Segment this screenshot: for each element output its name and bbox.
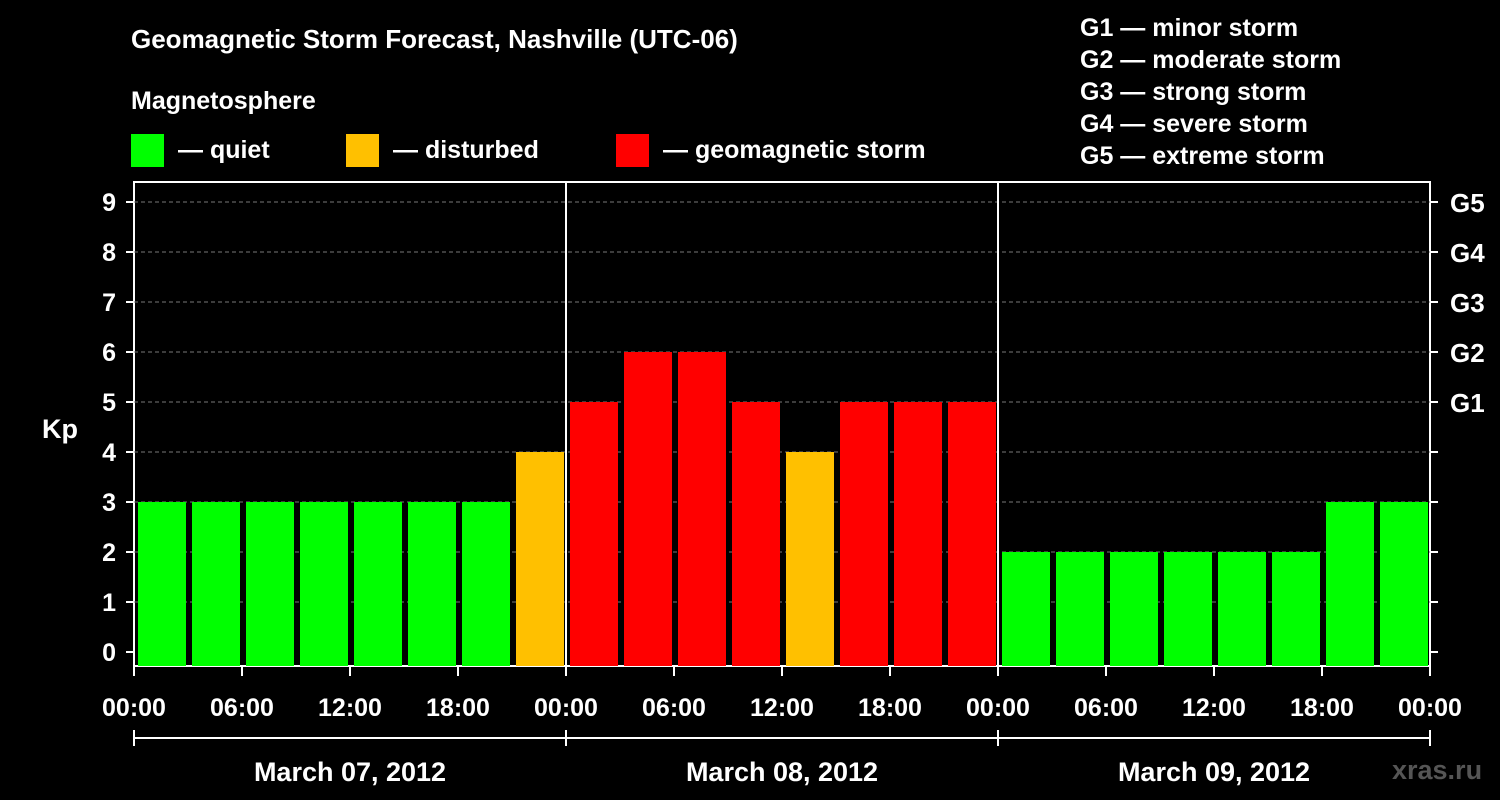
legend-quiet: — quiet [131,133,270,167]
legend-storm: — geomagnetic storm [616,133,926,167]
kp-bar [732,402,780,666]
y-tick-label: 5 [102,389,116,417]
kp-bar [300,502,348,666]
g-scale-g5: G5 — extreme storm [1080,142,1325,170]
x-tick-label: 00:00 [966,694,1030,722]
x-tick-label: 00:00 [1398,694,1462,722]
kp-bar [570,402,618,666]
watermark: xras.ru [1392,755,1483,785]
kp-bar [1380,502,1428,666]
g-scale-label: G5 [1450,188,1485,218]
kp-bar [462,502,510,666]
kp-bar [1218,552,1266,666]
kp-bar [1164,552,1212,666]
chart-title: Geomagnetic Storm Forecast, Nashville (U… [131,24,738,54]
x-tick-label: 06:00 [210,694,274,722]
x-tick-label: 18:00 [858,694,922,722]
kp-bar [1326,502,1374,666]
legend-disturbed: — disturbed [346,133,539,167]
legend-swatch-storm [616,133,649,167]
kp-bar [1056,552,1104,666]
x-tick-label: 00:00 [102,694,166,722]
kp-bar [624,352,672,666]
legend-label-disturbed: — disturbed [393,135,539,164]
x-tick-label: 12:00 [750,694,814,722]
g-scale-label: G4 [1450,238,1485,268]
y-tick-label: 8 [102,239,116,267]
kp-bar [894,402,942,666]
x-tick-label: 00:00 [534,694,598,722]
y-axis-label: Kp [42,414,78,444]
kp-bar [192,502,240,666]
g-scale-label: G3 [1450,288,1485,318]
y-tick-label: 1 [102,589,116,617]
g-scale-g1: G1 — minor storm [1080,14,1299,42]
legend-label-quiet: — quiet [178,135,270,164]
day-label: March 07, 2012 [254,757,446,787]
y-tick-label: 3 [102,489,116,517]
x-tick-label: 12:00 [318,694,382,722]
g-scale-label: G1 [1450,388,1485,418]
legend-swatch-disturbed [346,133,379,167]
x-tick-label: 06:00 [1074,694,1138,722]
legend-swatch-quiet [131,133,164,167]
y-tick-label: 2 [102,539,116,567]
x-tick-label: 06:00 [642,694,706,722]
x-tick-label: 18:00 [1290,694,1354,722]
magnetosphere-label: Magnetosphere [131,87,316,115]
y-tick-label: 9 [102,189,116,217]
kp-bar [840,402,888,666]
x-tick-label: 18:00 [426,694,490,722]
x-tick-label: 12:00 [1182,694,1246,722]
kp-bar [786,452,834,666]
kp-bar [354,502,402,666]
g-scale-g2: G2 — moderate storm [1080,46,1342,74]
kp-bar [246,502,294,666]
g-scale-g4: G4 — severe storm [1080,110,1308,138]
g-scale-g3: G3 — strong storm [1080,78,1307,106]
kp-bar [678,352,726,666]
day-label: March 09, 2012 [1118,757,1310,787]
legend-label-storm: — geomagnetic storm [663,135,926,164]
kp-bar [138,502,186,666]
day-label: March 08, 2012 [686,757,878,787]
g-scale-label: G2 [1450,338,1485,368]
kp-bar [1002,552,1050,666]
y-tick-label: 0 [102,639,116,667]
kp-bar [1272,552,1320,666]
kp-bar [1110,552,1158,666]
kp-bar [948,402,996,666]
y-tick-label: 4 [102,439,116,467]
kp-bar [408,502,456,666]
y-tick-label: 7 [102,289,116,317]
y-tick-label: 6 [102,339,116,367]
kp-bar [516,452,564,666]
